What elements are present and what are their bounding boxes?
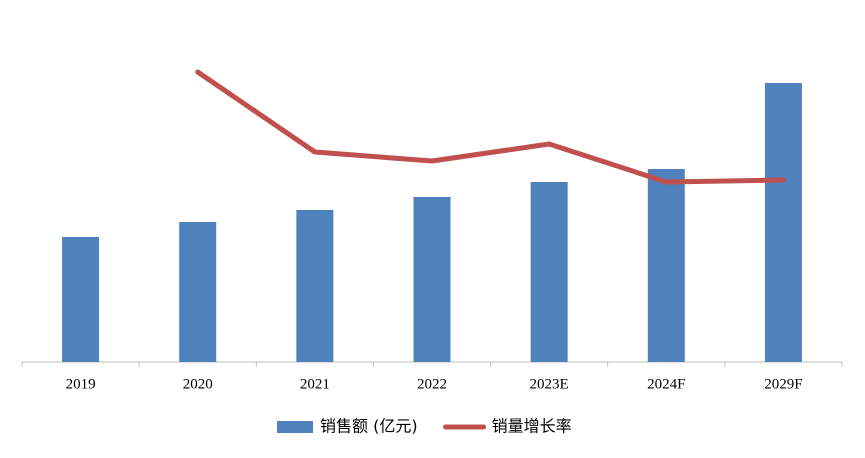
x-tick-label: 2029F bbox=[764, 376, 802, 392]
bar bbox=[764, 83, 802, 362]
x-tick-label: 2022 bbox=[417, 376, 447, 392]
bar bbox=[296, 210, 334, 362]
bar bbox=[62, 237, 100, 362]
line bbox=[195, 69, 786, 185]
bar bbox=[530, 182, 568, 362]
bar bbox=[179, 222, 217, 362]
legend-label: 销售额 (亿元) bbox=[320, 417, 418, 436]
x-tick-label: 2021 bbox=[300, 376, 330, 392]
legend-swatch bbox=[277, 421, 313, 433]
bar bbox=[413, 197, 451, 362]
x-tick-label: 2023E bbox=[530, 376, 569, 392]
x-tick-label: 2020 bbox=[183, 376, 213, 392]
x-tick-label: 2019 bbox=[66, 376, 96, 392]
bar bbox=[647, 169, 685, 362]
legend-label: 销量增长率 bbox=[492, 417, 572, 436]
x-tick-label: 2024F bbox=[647, 376, 685, 392]
